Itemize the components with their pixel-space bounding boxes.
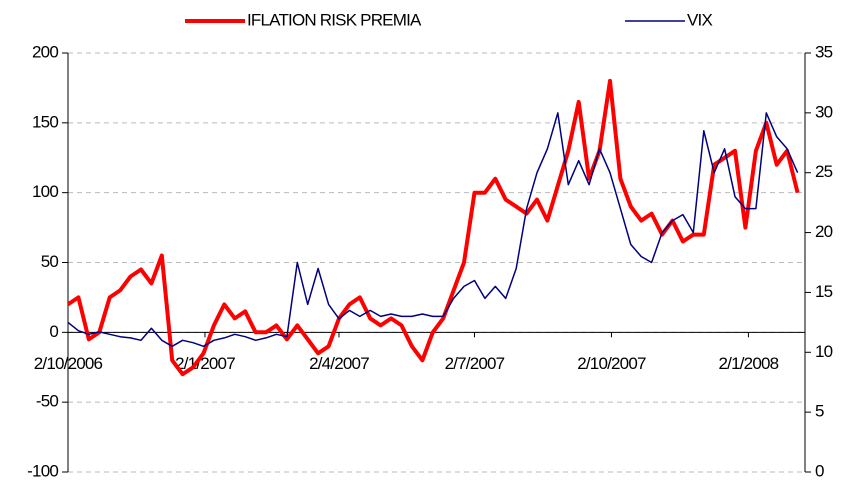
y2-tick-label: 25 <box>815 162 833 181</box>
y2-tick-label: 15 <box>815 282 833 301</box>
x-tick-label: 2/7/2007 <box>445 354 505 373</box>
y2-tick-label: 5 <box>815 402 824 421</box>
y-tick-label: 50 <box>41 252 59 271</box>
x-tick-label: 2/4/2007 <box>309 354 369 373</box>
y2-tick-label: 0 <box>815 461 824 480</box>
y-tick-label: 150 <box>32 112 58 131</box>
y-tick-label: -50 <box>36 392 59 411</box>
x-tick-label: 2/10/2006 <box>34 354 103 373</box>
x-tick-label: 2/1/2008 <box>719 354 779 373</box>
y2-tick-label: 30 <box>815 102 833 121</box>
y-tick-label: 100 <box>32 182 58 201</box>
y-tick-label: -100 <box>27 461 58 480</box>
y2-tick-label: 10 <box>815 342 833 361</box>
y-tick-label: 200 <box>32 42 58 61</box>
series-line <box>66 78 800 377</box>
x-tick-label: 2/1/2007 <box>175 354 235 373</box>
y-tick-label: 0 <box>49 322 58 341</box>
y2-tick-label: 20 <box>815 222 833 241</box>
x-tick-label: 2/10/2007 <box>577 354 646 373</box>
legend-label: VIX <box>687 10 712 29</box>
legend-label: IFLATION RISK PREMIA <box>247 10 422 29</box>
series-line <box>67 112 799 348</box>
y2-tick-label: 35 <box>815 42 833 61</box>
